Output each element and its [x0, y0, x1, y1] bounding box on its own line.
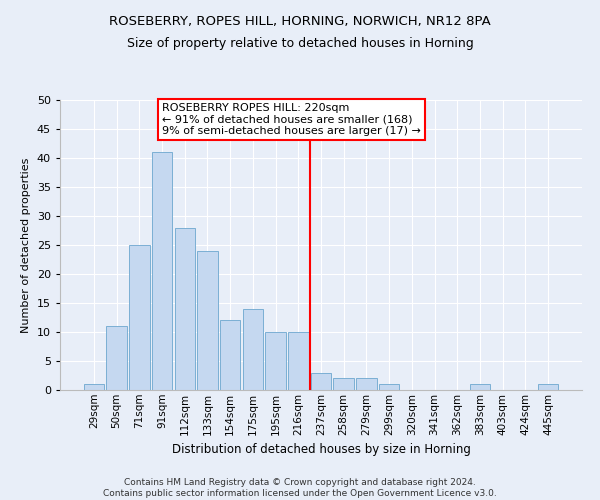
Bar — [356, 378, 377, 390]
Text: ROSEBERRY ROPES HILL: 220sqm
← 91% of detached houses are smaller (168)
9% of se: ROSEBERRY ROPES HILL: 220sqm ← 91% of de… — [162, 103, 421, 136]
Bar — [242, 309, 263, 390]
Bar — [265, 332, 286, 390]
Text: Contains HM Land Registry data © Crown copyright and database right 2024.
Contai: Contains HM Land Registry data © Crown c… — [103, 478, 497, 498]
Bar — [129, 245, 149, 390]
Bar — [538, 384, 558, 390]
Bar — [470, 384, 490, 390]
Bar — [197, 251, 218, 390]
Bar — [288, 332, 308, 390]
Bar — [220, 320, 241, 390]
Text: ROSEBERRY, ROPES HILL, HORNING, NORWICH, NR12 8PA: ROSEBERRY, ROPES HILL, HORNING, NORWICH,… — [109, 15, 491, 28]
Bar — [379, 384, 400, 390]
Bar — [334, 378, 354, 390]
Y-axis label: Number of detached properties: Number of detached properties — [21, 158, 31, 332]
Bar — [311, 372, 331, 390]
Bar — [175, 228, 195, 390]
Bar — [84, 384, 104, 390]
Bar — [152, 152, 172, 390]
Text: Size of property relative to detached houses in Horning: Size of property relative to detached ho… — [127, 38, 473, 51]
X-axis label: Distribution of detached houses by size in Horning: Distribution of detached houses by size … — [172, 443, 470, 456]
Bar — [106, 326, 127, 390]
